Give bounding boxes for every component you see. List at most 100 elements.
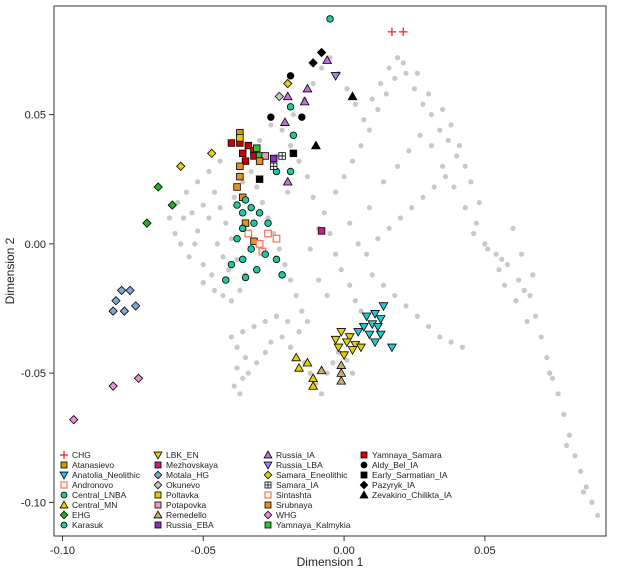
legend-item: Motala_HG [153,470,209,480]
legend-marker [59,471,69,480]
background-point [206,215,212,221]
legend-marker [264,481,272,489]
background-point [538,334,544,340]
background-point [366,127,373,133]
sample-point [108,381,118,391]
background-point [285,189,291,195]
legend-label: LBK_EN [166,450,199,460]
sample-point [253,266,261,274]
background-point [296,158,302,164]
background-point [231,194,237,200]
sample-point [364,330,375,340]
background-point [400,60,406,66]
legend-item: Yamnaya_Kalmykia [264,520,351,530]
legend-label: Sintashta [276,490,312,500]
sample-point [386,343,397,353]
background-point [459,344,465,350]
background-point [473,220,480,226]
background-point [178,241,184,247]
background-point [347,282,353,288]
background-point [192,241,198,247]
background-point [287,277,294,283]
sample-point [375,330,386,340]
legend-label: Okunevo [166,480,200,490]
sample-point [347,346,358,355]
background-point [532,313,539,319]
background-point [530,272,536,278]
legend-label: Russia_LBA [276,460,323,470]
legend-label: EHG [72,510,90,520]
legend-item: Samara_IA [264,480,319,490]
background-point [341,174,347,180]
legend-marker [360,451,368,459]
legend-label: Atanasievo [72,460,114,470]
background-point [265,215,271,221]
background-point [268,122,274,128]
sample-point [317,227,326,235]
sample-point [238,224,247,233]
background-point [195,228,201,234]
background-point [200,261,206,268]
legend-item: Pazyryk_IA [359,480,415,490]
sample-point [347,91,358,101]
sample-point [289,149,298,158]
background-point [349,370,356,376]
legend-item: Zevakino_Chilikta_IA [359,490,452,500]
legend-label: Srubnaya [276,500,313,510]
x-axis-label: Dimension 1 [297,555,364,569]
sample-point [236,162,244,170]
background-point [392,75,398,81]
background-point [563,442,570,449]
data-points [69,15,408,425]
legend-label: CHG [72,450,91,460]
sample-point [267,113,275,121]
sample-point [108,306,118,316]
background-point [307,246,313,252]
background-point [273,313,280,319]
legend-item: Central_LNBA [60,490,127,500]
sample-point [227,139,236,147]
background-point [547,370,553,376]
background-point [237,287,243,293]
sample-point [247,245,255,253]
legend-label: Central_LNBA [72,490,127,500]
background-point [228,334,235,340]
legend-item: Samara_Eneolithic [263,470,348,480]
background-point [211,287,218,293]
background-point [375,236,381,242]
background-point [290,111,296,118]
legend-label: Anatolia_Neolithic [72,470,141,480]
sample-point [247,203,255,212]
background-point [223,220,229,226]
background-point [448,122,454,128]
legend-marker [264,521,272,529]
background-point [330,360,336,366]
sample-point [264,219,272,227]
background-point [217,205,223,211]
legend-marker [59,500,69,509]
background-point [279,127,285,133]
background-point [256,137,263,144]
background-point [468,179,474,185]
background-point [555,391,561,397]
background-point [324,370,330,376]
background-point [195,179,201,185]
sample-point [308,58,318,68]
background-point [347,220,353,226]
background-point [428,111,434,118]
background-point [318,391,325,397]
sample-point [361,312,372,322]
background-point [580,489,587,495]
background-point [206,168,212,175]
legend-item: Russia_LBA [263,460,323,470]
background-point [344,357,350,363]
y-axis-label: Dimension 2 [3,237,17,304]
background-point [251,323,257,330]
legend-label: Motala_HG [166,470,209,480]
background-point [409,205,415,211]
legend-label: Aldy_Bel_IA [372,460,419,470]
sample-point [286,72,295,80]
background-point [502,282,508,288]
background-point [240,375,246,381]
background-point [589,499,595,505]
